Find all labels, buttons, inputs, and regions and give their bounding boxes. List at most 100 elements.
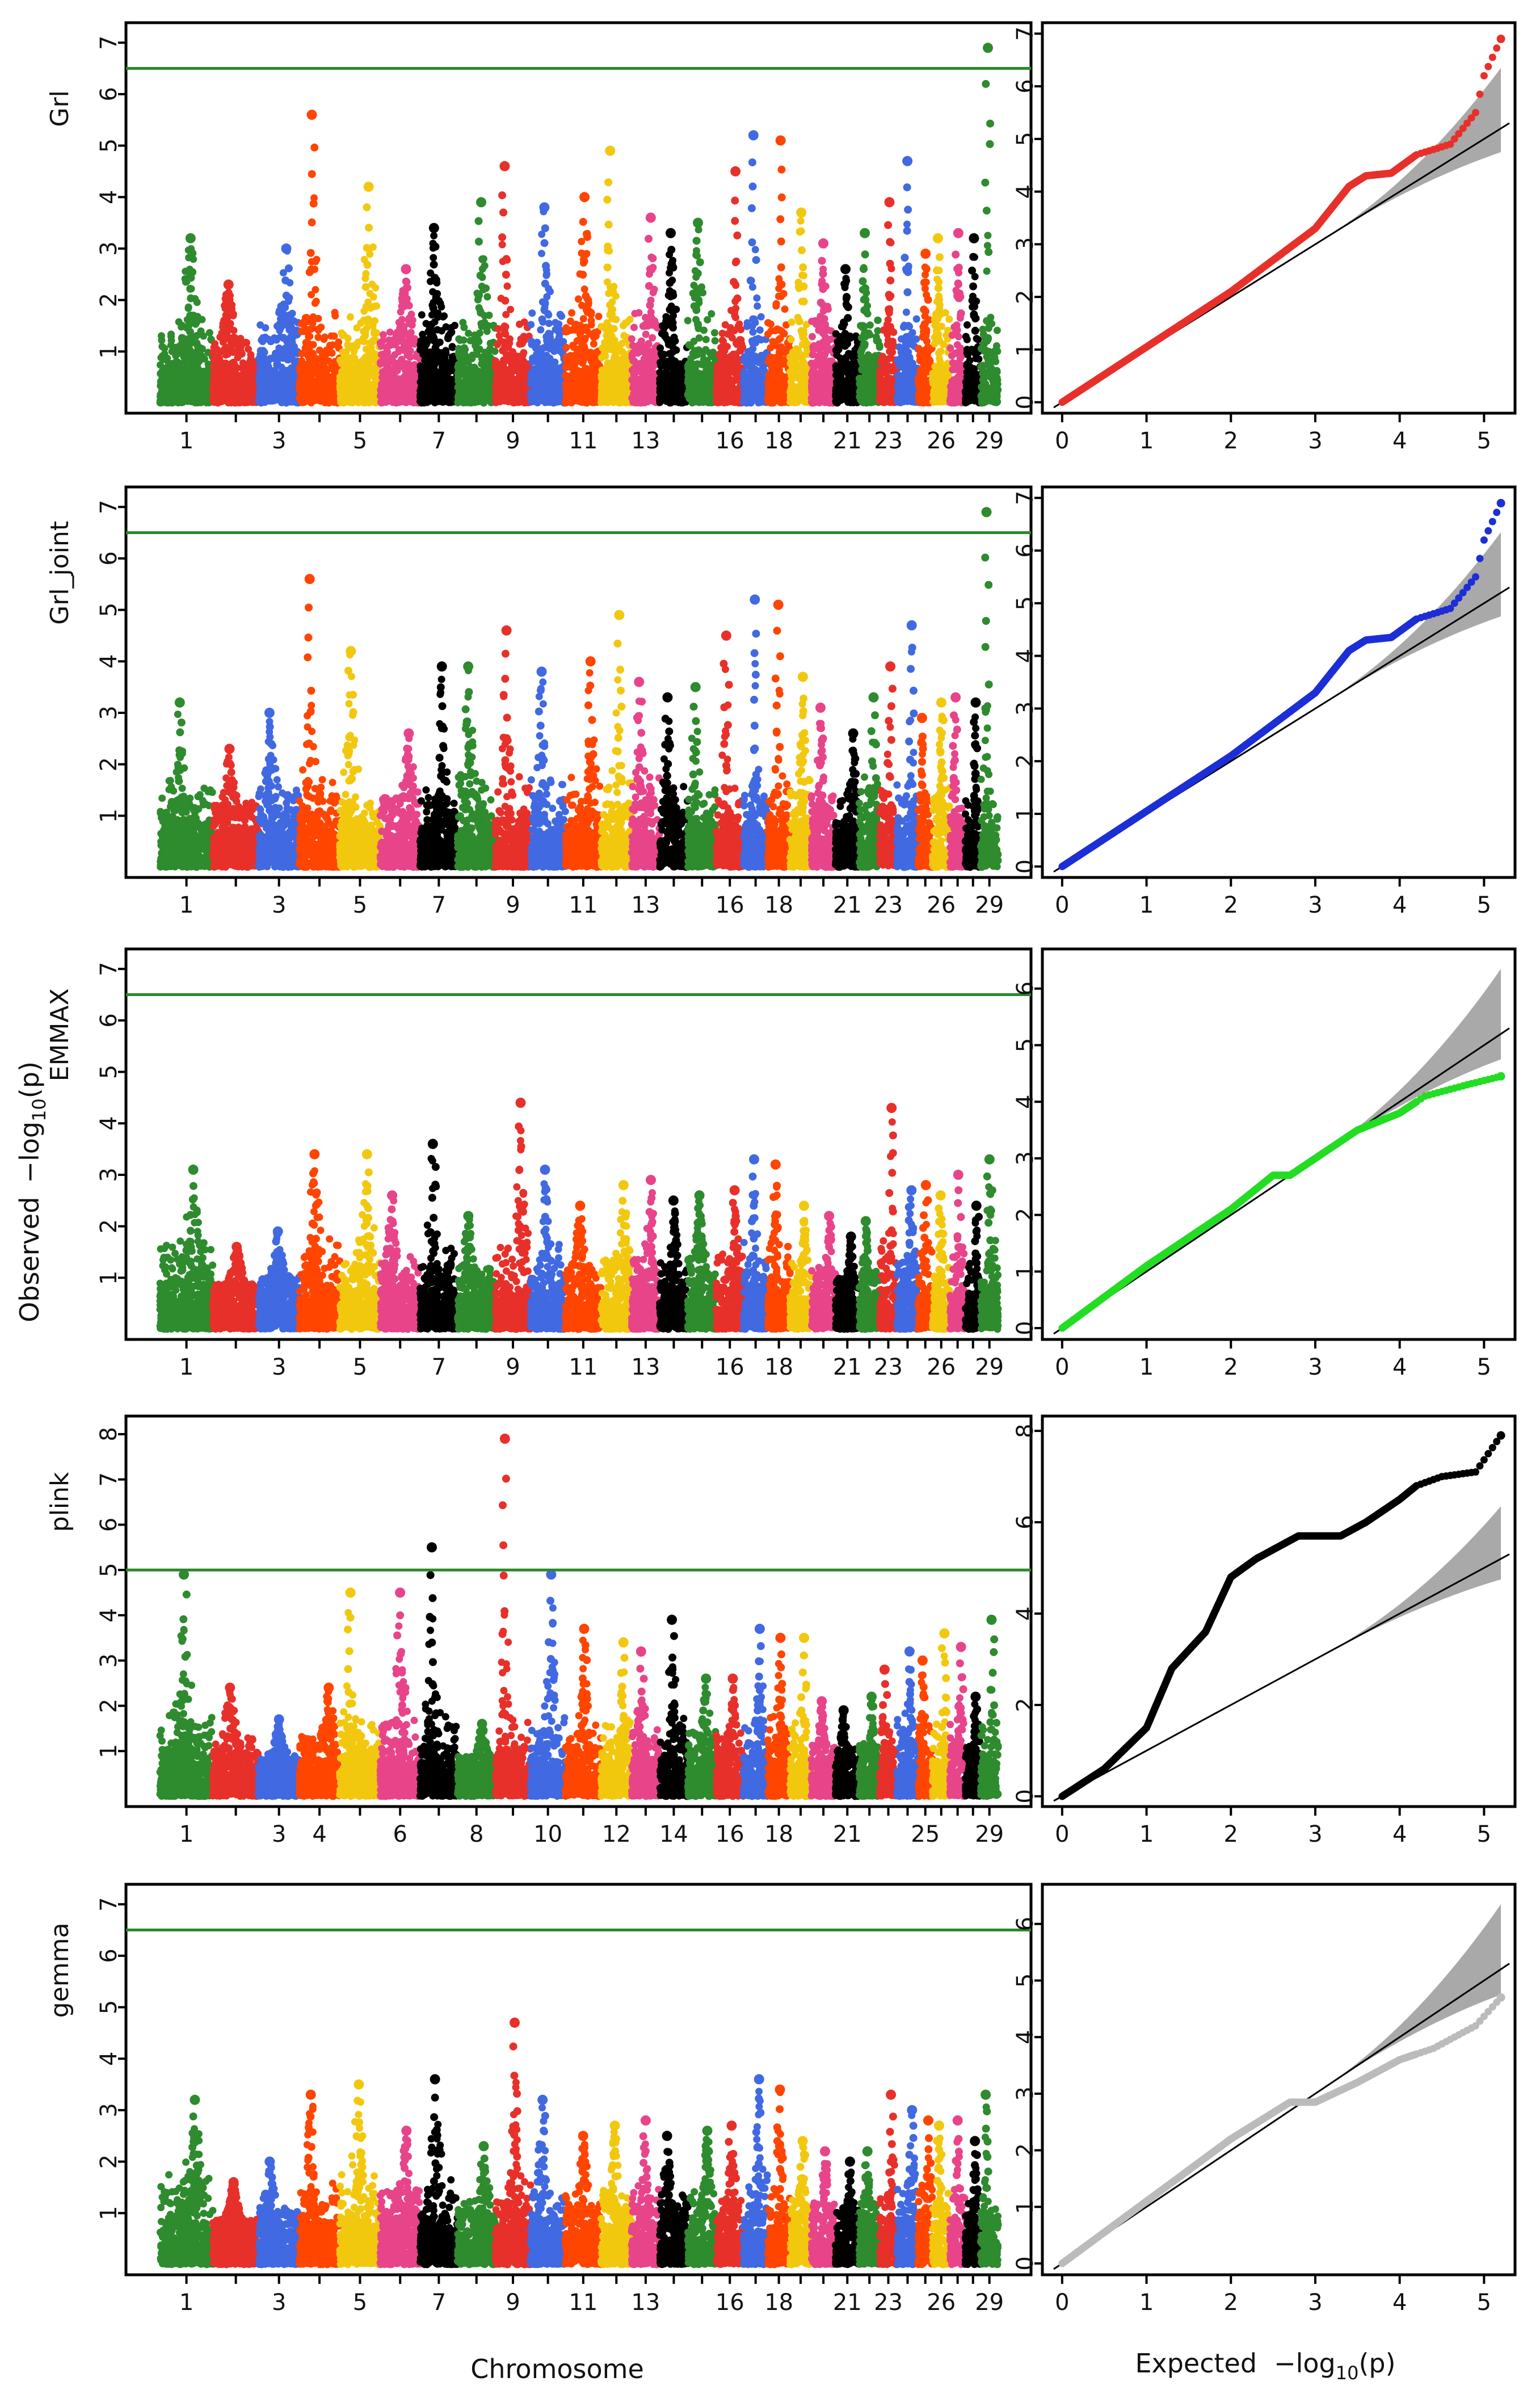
snp-point (176, 363, 183, 370)
snp-point (326, 384, 334, 391)
snp-point (264, 377, 272, 384)
snp-point (242, 339, 250, 346)
snp-point (298, 320, 305, 327)
snp-point (317, 370, 324, 377)
snp-point (308, 291, 315, 299)
snp-point (216, 358, 224, 365)
snp-point (283, 367, 291, 374)
snp-point (321, 334, 329, 341)
snp-point (245, 363, 252, 371)
peak-column-snp (224, 305, 232, 313)
snp-point (197, 327, 205, 335)
snp-point (213, 377, 220, 384)
snp-point (329, 350, 336, 357)
snp-point (289, 377, 297, 384)
snp-point (192, 368, 199, 375)
snp-point (178, 335, 186, 342)
snp-point (302, 314, 310, 321)
snp-point (274, 322, 281, 330)
snp-point (239, 372, 247, 379)
chromosome-1-top-snp (186, 233, 196, 243)
snp-point (160, 364, 167, 372)
snp-point (256, 379, 263, 386)
peak-column-snp (186, 285, 194, 293)
snp-point (290, 317, 297, 325)
snp-point (283, 392, 290, 399)
snp-point (277, 349, 285, 356)
snp-point (313, 256, 321, 263)
snp-point (302, 383, 310, 390)
peak-column-snp (222, 327, 230, 335)
snp-point (325, 376, 333, 384)
snp-point (268, 389, 275, 397)
snp-point (209, 350, 217, 357)
snp-point (238, 350, 246, 358)
snp-point (234, 379, 241, 386)
peak-column-snp (308, 219, 316, 226)
snp-point (198, 385, 205, 393)
snp-point (283, 376, 290, 383)
snp-point (312, 300, 319, 307)
snp-point (248, 372, 255, 379)
snp-point (283, 321, 290, 329)
snp-point (170, 392, 178, 400)
snp-point (158, 343, 166, 350)
snp-point (331, 312, 339, 320)
snp-point (298, 376, 305, 383)
peak-column-snp (222, 295, 230, 303)
snp-point (329, 363, 336, 370)
snp-point (302, 397, 310, 405)
snp-point (162, 389, 170, 397)
peak-column-snp (282, 314, 290, 322)
peak-column-snp (223, 315, 231, 323)
snp-point (192, 397, 199, 404)
snp-point (167, 342, 175, 349)
snp-point (222, 374, 229, 381)
snp-point (218, 397, 225, 405)
peak-column-snp (283, 292, 291, 300)
snp-point (230, 327, 238, 334)
peak-column-snp (285, 264, 293, 272)
snp-point (289, 390, 296, 397)
snp-point (330, 333, 338, 340)
peak-column-snp (310, 200, 318, 208)
peak-column-snp (188, 249, 196, 257)
snp-point (310, 385, 318, 393)
snp-point (291, 327, 298, 335)
gwas-figure: 12345671 3 5 7 9 11 13 16 18 21 23 26 29Grl012345670… (0, 0, 1540, 2390)
snp-point (213, 367, 220, 374)
snp-point (184, 374, 191, 381)
snp-point (185, 304, 192, 311)
snp-point (167, 330, 175, 338)
snp-point (243, 385, 250, 393)
snp-point (296, 384, 303, 391)
peak-column-snp (186, 328, 194, 336)
snp-point (309, 320, 316, 327)
snp-point (211, 340, 218, 347)
peak-column-snp (310, 144, 318, 152)
snp-point (196, 358, 203, 365)
snp-point (157, 382, 164, 389)
snp-point (306, 345, 313, 352)
snp-point (166, 379, 174, 386)
snp-point (229, 388, 237, 395)
snp-point (181, 396, 188, 404)
peak-column-snp (228, 338, 235, 346)
peak-column-snp (308, 170, 316, 178)
snp-point (235, 339, 243, 346)
snp-point (238, 364, 246, 372)
peak-column-snp (187, 295, 195, 303)
chromosome-3-top-snp (281, 243, 292, 254)
snp-point (315, 326, 322, 334)
snp-point (287, 345, 294, 352)
snp-point (280, 384, 287, 392)
peak-column-snp (222, 345, 230, 353)
snp-point (256, 370, 264, 377)
peak-column-snp (281, 276, 289, 284)
snp-point (169, 399, 176, 406)
snp-point (186, 354, 193, 362)
snp-point (263, 362, 271, 369)
snp-point (267, 355, 274, 362)
snp-point (256, 393, 264, 400)
snp-point (221, 389, 229, 396)
